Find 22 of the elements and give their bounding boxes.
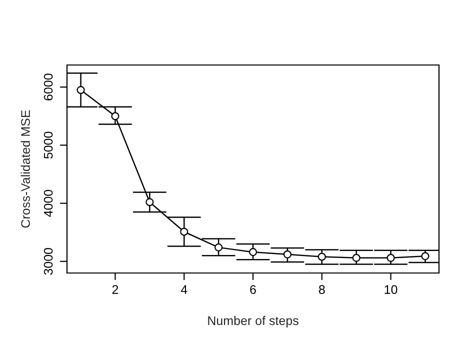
- x-tick-label: 2: [112, 285, 118, 294]
- point: [76, 86, 85, 94]
- point: [283, 250, 292, 258]
- x-tick-label: 8: [318, 285, 325, 294]
- x-axis-title: Number of steps: [208, 316, 298, 328]
- x-tick-label: 6: [250, 285, 256, 294]
- point: [352, 254, 360, 262]
- y-tick-label: 5000: [44, 132, 53, 159]
- y-tick-label: 4000: [44, 190, 53, 217]
- y-axis-title: Cross-Validated MSE: [20, 110, 30, 228]
- point: [180, 228, 188, 236]
- y-tick-label: 3000: [44, 248, 53, 275]
- x-tick-label: 4: [180, 285, 188, 294]
- x-tick-label: 10: [384, 285, 398, 294]
- point: [386, 254, 395, 262]
- point: [318, 252, 326, 261]
- point: [248, 248, 258, 256]
- point: [421, 252, 430, 260]
- point: [111, 112, 120, 120]
- point: [214, 243, 223, 252]
- point: [146, 198, 154, 206]
- y-tick-label: 6000: [44, 74, 53, 100]
